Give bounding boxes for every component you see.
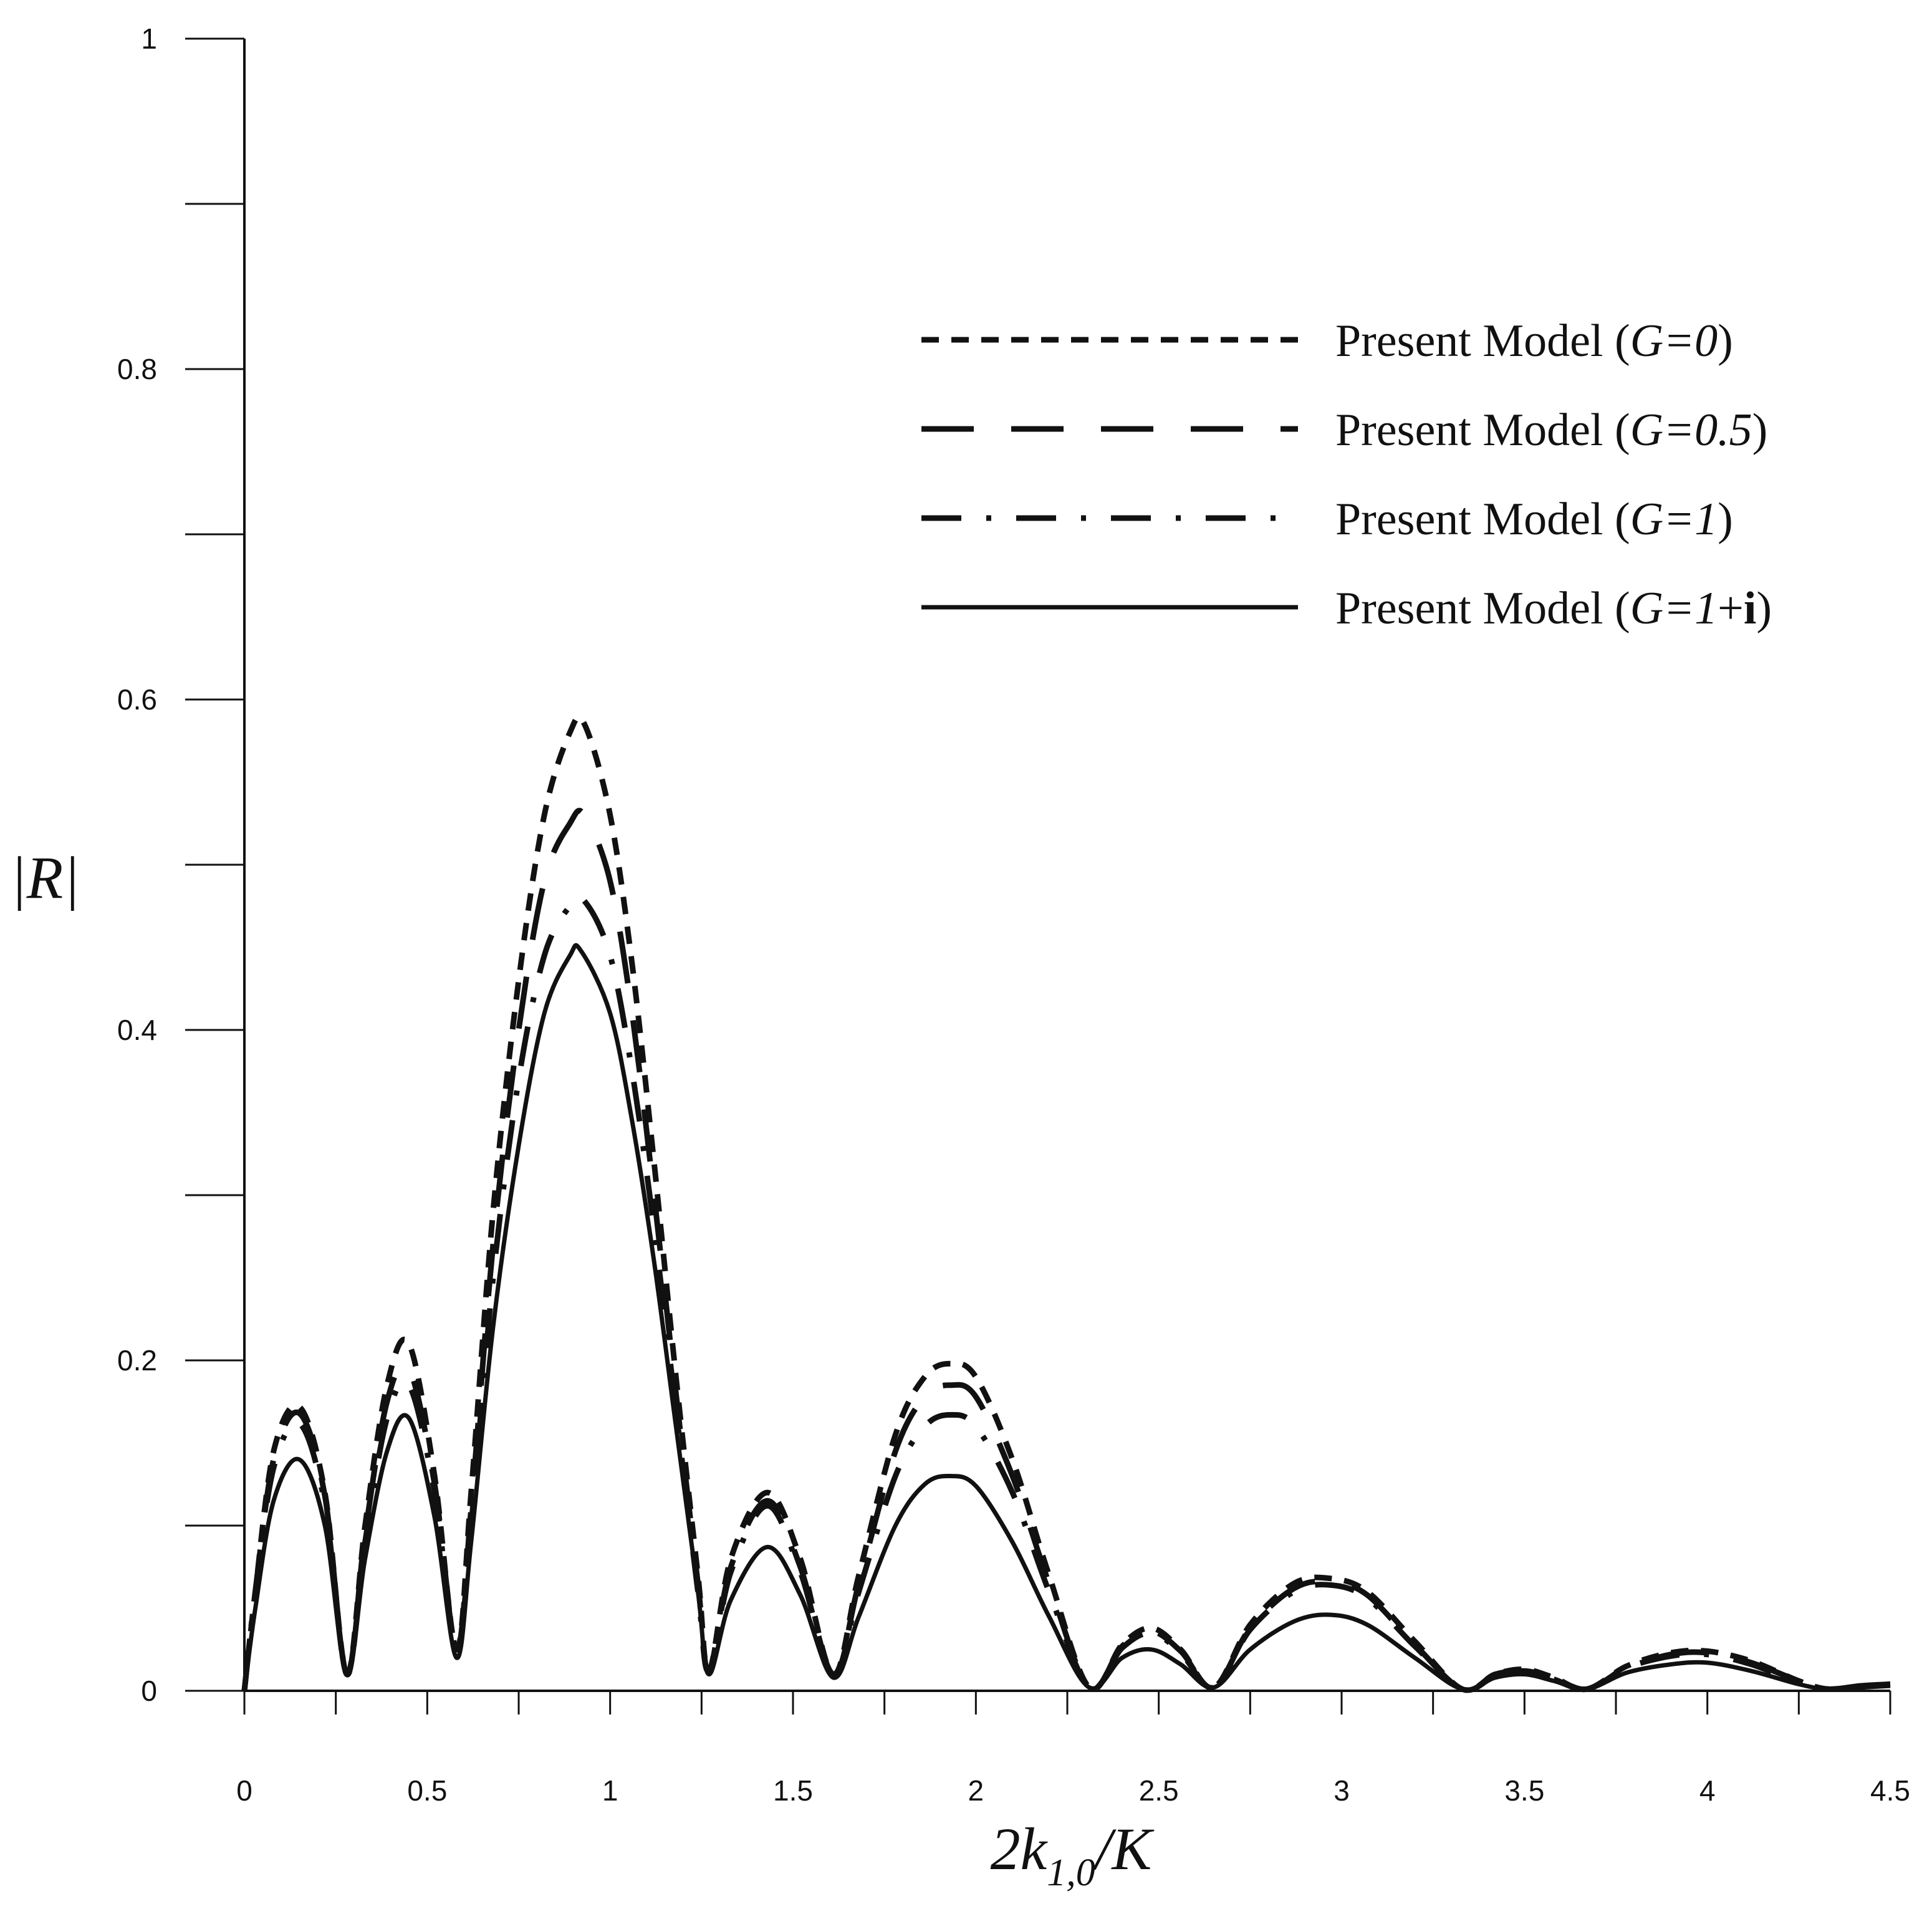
series-line-1 [241, 714, 1891, 1693]
x-tick-label: 0 [236, 1774, 252, 1807]
series-layer [241, 714, 1891, 1693]
legend: Present Model (G=0) Present Model (G=0.5)… [921, 315, 1772, 634]
x-axis-title-subscript: 1,0 [1047, 1852, 1095, 1894]
x-axis-title-tail: /K [1092, 1815, 1155, 1882]
y-tick-label: 0 [141, 1675, 157, 1707]
series-line-3 [241, 893, 1891, 1693]
x-tick-label: 0.5 [407, 1774, 447, 1807]
x-tick-label: 3.5 [1504, 1774, 1544, 1807]
x-tick-label: 1.5 [773, 1774, 813, 1807]
y-tick-label: 0.2 [117, 1344, 157, 1377]
y-tick-label: 0.4 [117, 1014, 157, 1046]
x-tick-label: 4 [1699, 1774, 1716, 1807]
y-tick-label: 0.6 [117, 683, 157, 716]
legend-label-3: Present Model (G=1) [1335, 494, 1733, 545]
x-tick-label: 2.5 [1139, 1774, 1179, 1807]
axes [243, 39, 1890, 1692]
x-tick-label: 3 [1334, 1774, 1350, 1807]
x-tick-label: 2 [968, 1774, 984, 1807]
x-axis-ticks: 0 0.5 1 1.5 2 2.5 3 3.5 4 4.5 [236, 1691, 1910, 1807]
x-axis-title-main: 2k [991, 1815, 1049, 1882]
legend-label-1: Present Model (G=0) [1335, 315, 1733, 367]
y-axis-ticks: 0 0.2 0.4 0.6 0.8 1 [117, 22, 244, 1707]
x-tick-label: 1 [602, 1774, 618, 1807]
x-axis-title: 2k1,0/K [991, 1815, 1155, 1894]
y-tick-label: 0.8 [117, 353, 157, 385]
legend-label-4: Present Model (G=1+i) [1335, 583, 1772, 634]
series-line-4 [242, 943, 1891, 1692]
y-axis-title: |R| [10, 844, 79, 911]
y-tick-label: 1 [141, 22, 157, 55]
series-line-2 [241, 807, 1891, 1693]
x-tick-label: 4.5 [1870, 1774, 1910, 1807]
legend-label-2: Present Model (G=0.5) [1335, 405, 1767, 456]
